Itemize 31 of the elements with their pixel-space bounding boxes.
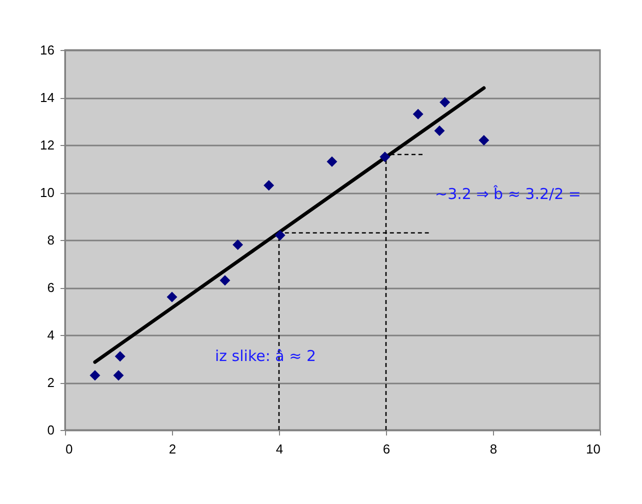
- point: [434, 126, 445, 136]
- point: [274, 230, 286, 240]
- y-tick-label: 10: [40, 185, 54, 200]
- y-tick-label: 2: [47, 375, 54, 390]
- x-tick-label: 6: [382, 442, 390, 456]
- x-tick-label: 0: [66, 442, 73, 456]
- point: [478, 135, 490, 146]
- point: [113, 370, 124, 381]
- x-tick-label: 10: [586, 442, 600, 456]
- point: [90, 370, 100, 381]
- y-tick-label: 16: [40, 42, 54, 58]
- y-tick-label: 14: [40, 90, 54, 105]
- annotation: iz slike: â ≈ 2: [215, 347, 316, 365]
- point: [326, 156, 338, 167]
- point: [166, 292, 178, 302]
- point: [114, 351, 126, 362]
- y-tick-label: 0: [47, 422, 54, 438]
- point: [220, 275, 230, 286]
- point: [440, 97, 450, 108]
- point: [232, 240, 244, 250]
- point: [412, 108, 424, 120]
- annotation: ~3.2 ⇒ b̂ ≈ 3.2/2 =: [435, 184, 581, 203]
- x-tick-label: 4: [276, 442, 284, 456]
- point: [264, 180, 274, 191]
- y-tick-label: 8: [47, 232, 54, 248]
- x-tick-label: 2: [168, 442, 176, 456]
- x-tick-label: 8: [490, 442, 498, 456]
- y-tick-label: 4: [47, 328, 54, 342]
- y-tick-label: 6: [47, 280, 54, 295]
- point: [380, 152, 390, 162]
- y-tick-label: 12: [40, 138, 54, 152]
